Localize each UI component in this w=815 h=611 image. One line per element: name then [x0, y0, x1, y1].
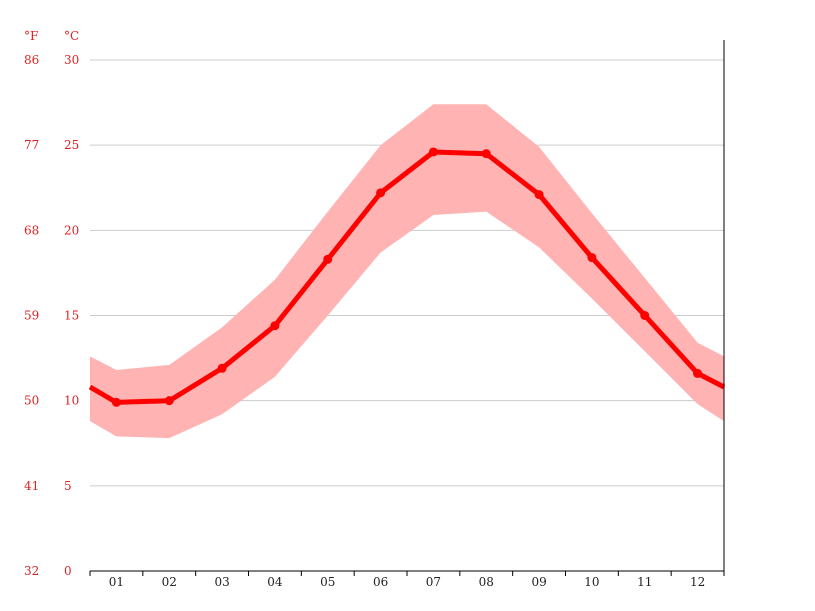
- data-point-12: [693, 368, 703, 378]
- ytick-celsius-0: 0: [64, 564, 72, 578]
- ytick-fahrenheit-59: 59: [24, 309, 39, 323]
- axes: [89, 40, 725, 576]
- data-point-02: [164, 396, 174, 406]
- xtick-07: 07: [426, 575, 441, 589]
- data-point-04: [270, 321, 280, 331]
- data-point-03: [217, 363, 227, 373]
- mean-temperature-line: [88, 149, 726, 405]
- xtick-09: 09: [531, 575, 546, 589]
- xtick-12: 12: [690, 575, 705, 589]
- ytick-celsius-5: 5: [64, 479, 72, 493]
- xtick-10: 10: [584, 575, 599, 589]
- xtick-05: 05: [320, 575, 335, 589]
- xtick-08: 08: [479, 575, 494, 589]
- axis-labels: °F °C 0 32 5 41 10 50 15 59 20 68 25 77 30 86 01 02 03 04…: [24, 29, 705, 589]
- ytick-fahrenheit-32: 32: [24, 564, 39, 578]
- ytick-celsius-30: 30: [64, 53, 79, 67]
- celsius-unit-label: °C: [64, 29, 79, 43]
- ytick-fahrenheit-50: 50: [24, 394, 39, 408]
- xtick-01: 01: [109, 575, 124, 589]
- ytick-celsius-25: 25: [64, 138, 79, 152]
- ytick-celsius-10: 10: [64, 394, 79, 408]
- ytick-fahrenheit-41: 41: [24, 479, 39, 493]
- xtick-04: 04: [267, 575, 283, 589]
- ytick-celsius-15: 15: [64, 309, 79, 323]
- xtick-06: 06: [373, 575, 388, 589]
- data-point-10: [587, 253, 597, 263]
- fahrenheit-unit-label: °F: [24, 29, 38, 43]
- ytick-celsius-20: 20: [64, 223, 79, 237]
- data-point-05: [323, 254, 333, 264]
- data-point-07: [428, 147, 438, 157]
- ytick-fahrenheit-86: 86: [24, 53, 39, 67]
- temperature-range-band: [90, 104, 724, 439]
- ytick-fahrenheit-68: 68: [24, 223, 39, 237]
- xtick-02: 02: [162, 575, 177, 589]
- data-point-01: [111, 397, 121, 407]
- ytick-fahrenheit-77: 77: [24, 138, 39, 152]
- data-point-09: [534, 190, 544, 200]
- xtick-11: 11: [637, 575, 652, 589]
- mean-temperature-series: [88, 147, 726, 407]
- data-point-06: [376, 188, 386, 198]
- data-point-08: [481, 149, 491, 159]
- range-band-area: [90, 104, 724, 439]
- data-point-11: [640, 311, 650, 320]
- xtick-03: 03: [214, 575, 229, 589]
